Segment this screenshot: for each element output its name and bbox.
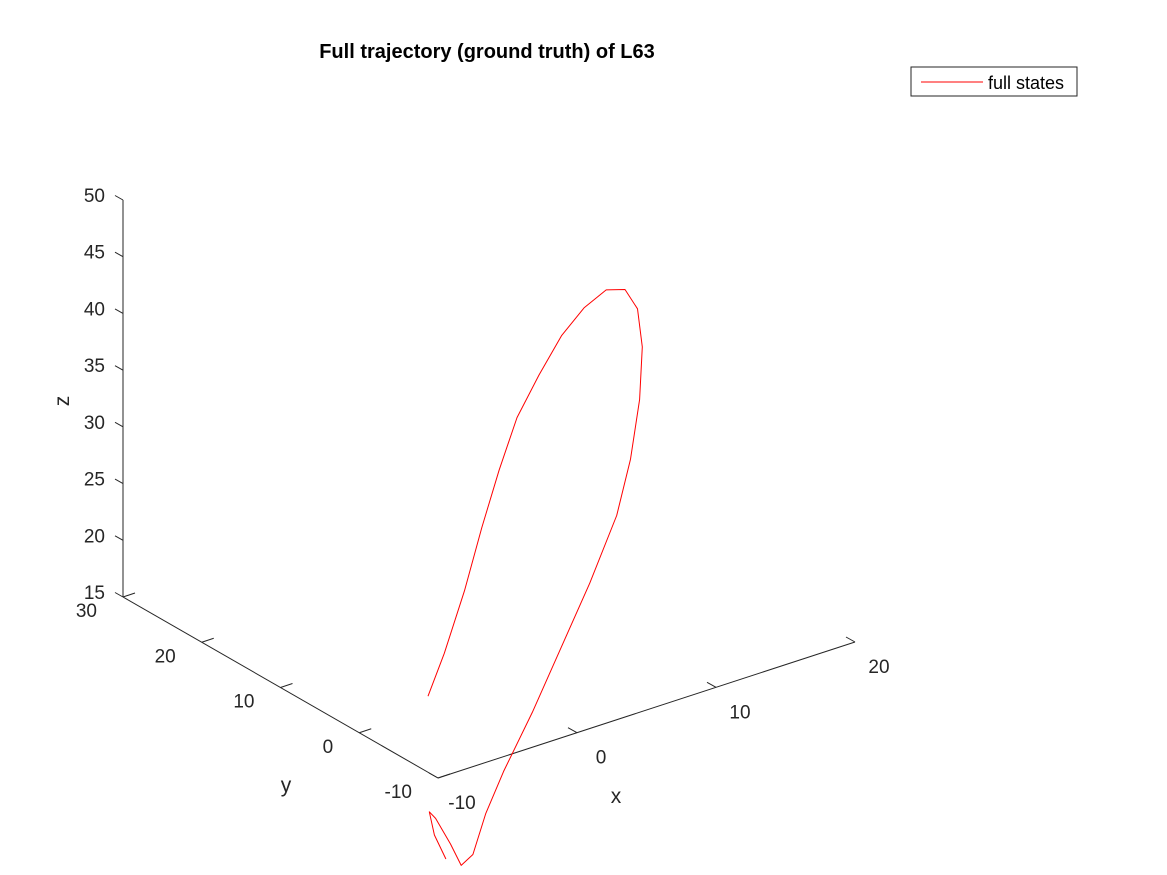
z-tick-mark (114, 478, 124, 485)
chart-title: Full trajectory (ground truth) of L63 (319, 41, 655, 63)
y-tick-mark (122, 592, 136, 598)
z-tick-label: 45 (84, 243, 105, 264)
x-tick-mark (845, 636, 856, 643)
x-axis-label: x (611, 785, 622, 808)
y-tick-label: 10 (233, 692, 254, 713)
x-axis-line (437, 641, 856, 779)
z-tick-label: 20 (84, 526, 105, 547)
x-tick-label: 10 (729, 702, 750, 723)
y-tick-label: 20 (155, 646, 176, 667)
x-tick-label: 20 (868, 657, 889, 678)
z-tick-mark (114, 195, 124, 201)
y-tick-mark (280, 683, 293, 688)
z-tick-mark (114, 421, 124, 428)
y-tick-mark (359, 728, 372, 734)
x-tick-label: -10 (448, 793, 475, 814)
y-tick-label: -10 (385, 782, 412, 803)
y-axis-label: y (281, 774, 292, 797)
legend-entry-full-states: full states (988, 73, 1064, 93)
z-tick-label: 25 (84, 470, 105, 491)
z-tick-mark (114, 251, 124, 258)
y-tick-label: 30 (76, 601, 97, 622)
z-tick-mark (114, 365, 124, 371)
z-tick-label: 35 (84, 356, 105, 377)
z-tick-label: 15 (84, 583, 105, 604)
y-tick-mark (201, 637, 214, 643)
y-tick-mark (437, 773, 451, 779)
x-tick-mark (567, 727, 578, 734)
y-tick-label: 0 (323, 737, 334, 758)
x-tick-label: 0 (596, 748, 607, 769)
z-tick-label: 30 (84, 413, 105, 434)
z-tick-label: 50 (84, 186, 105, 207)
legend: full states (910, 66, 1078, 97)
series-line-full-states (427, 289, 643, 866)
x-tick-mark (706, 681, 717, 688)
axes-3d: 15 20 25 30 35 40 45 50 -10 0 10 20 30 -10 0 10 20 x y z (51, 186, 890, 814)
z-tick-label: 40 (84, 299, 105, 320)
z-tick-mark (114, 592, 124, 598)
x-tick-mark (428, 772, 439, 779)
z-tick-mark (114, 535, 124, 541)
z-tick-mark (114, 308, 124, 314)
z-axis-label: z (51, 396, 74, 407)
